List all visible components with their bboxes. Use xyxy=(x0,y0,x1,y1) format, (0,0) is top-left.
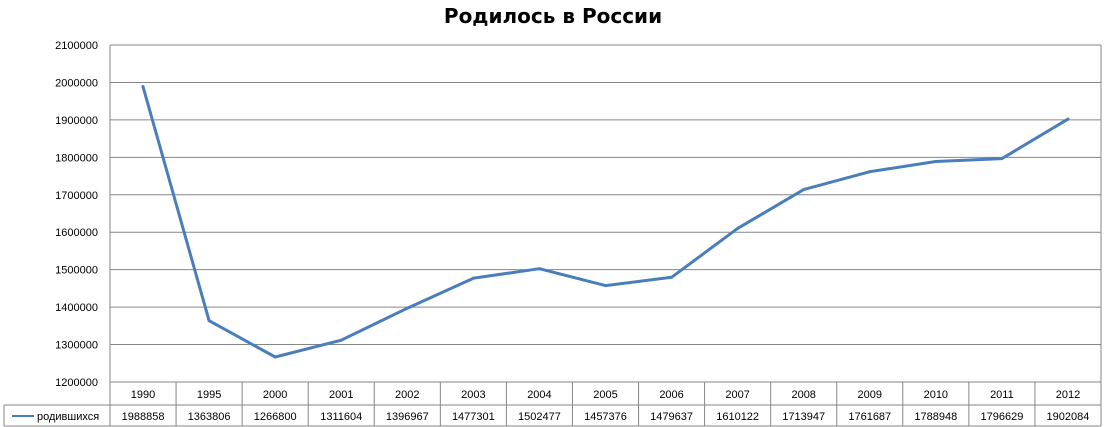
y-tick-label: 1600000 xyxy=(55,227,98,239)
y-axis-ticks: 1200000 1300000 1400000 1500000 1600000 17000… xyxy=(55,40,98,389)
chart-title: Родилось в России xyxy=(443,4,663,28)
data-point xyxy=(141,85,145,89)
data-table-value: 1396967 xyxy=(386,411,429,423)
data-point xyxy=(670,275,674,279)
data-point xyxy=(802,188,806,192)
data-table-value: 1477301 xyxy=(452,411,495,423)
data-point xyxy=(405,306,409,310)
x-category-label: 2000 xyxy=(263,389,287,401)
gridlines xyxy=(109,44,1102,426)
x-category-label: 2005 xyxy=(593,389,617,401)
data-point xyxy=(736,226,740,230)
series-line xyxy=(141,85,1070,359)
y-tick-label: 2100000 xyxy=(55,40,98,52)
y-tick-label: 2000000 xyxy=(55,77,98,89)
data-table-value: 1502477 xyxy=(518,411,561,423)
x-category-label: 2007 xyxy=(725,389,749,401)
data-table-value: 1457376 xyxy=(584,411,627,423)
data-table-value: 1479637 xyxy=(650,411,693,423)
x-category-label: 1995 xyxy=(197,389,221,401)
data-point xyxy=(1066,117,1070,121)
y-tick-label: 1800000 xyxy=(55,152,98,164)
data-table-value: 1788948 xyxy=(914,411,957,423)
data-point xyxy=(868,170,872,174)
y-tick-label: 1500000 xyxy=(55,265,98,277)
series-layer xyxy=(141,85,1070,359)
y-tick-label: 1900000 xyxy=(55,115,98,127)
data-table-value: 1796629 xyxy=(980,411,1023,423)
data-table-value: 1761687 xyxy=(848,411,891,423)
y-tick-label: 1300000 xyxy=(55,340,98,352)
data-point xyxy=(273,355,277,359)
data-point xyxy=(1000,157,1004,161)
data-table-value: 1713947 xyxy=(782,411,825,423)
x-category-label: 2006 xyxy=(659,389,683,401)
legend-series-name: родившихся xyxy=(37,411,99,423)
x-category-label: 2012 xyxy=(1056,389,1080,401)
x-category-label: 2008 xyxy=(791,389,815,401)
data-point xyxy=(934,159,938,163)
x-category-label: 2010 xyxy=(924,389,948,401)
data-table-value: 1902084 xyxy=(1047,411,1090,423)
x-category-label: 1990 xyxy=(131,389,155,401)
y-tick-label: 1200000 xyxy=(55,377,98,389)
x-category-label: 2011 xyxy=(990,389,1014,401)
data-table-value: 1363806 xyxy=(188,411,231,423)
data-point xyxy=(207,319,211,323)
x-category-label: 2004 xyxy=(527,389,551,401)
data-table-value: 1311604 xyxy=(320,411,362,423)
data-point xyxy=(537,267,541,271)
data-point xyxy=(604,284,607,288)
data-table-value: 1266800 xyxy=(254,411,297,423)
x-category-label: 2009 xyxy=(858,389,882,401)
data-table-value: 1988858 xyxy=(122,411,165,423)
x-category-label: 2001 xyxy=(329,389,353,401)
data-point xyxy=(339,338,343,342)
data-table-value: 1610122 xyxy=(716,411,759,423)
data-point xyxy=(471,276,475,280)
y-tick-label: 1400000 xyxy=(55,302,98,314)
data-table: 1990 1988858 1995 1363806 2000 1266800 2001 131… xyxy=(3,382,1101,427)
x-category-label: 2002 xyxy=(395,389,419,401)
x-category-label: 2003 xyxy=(461,389,485,401)
y-tick-label: 1700000 xyxy=(55,190,98,202)
